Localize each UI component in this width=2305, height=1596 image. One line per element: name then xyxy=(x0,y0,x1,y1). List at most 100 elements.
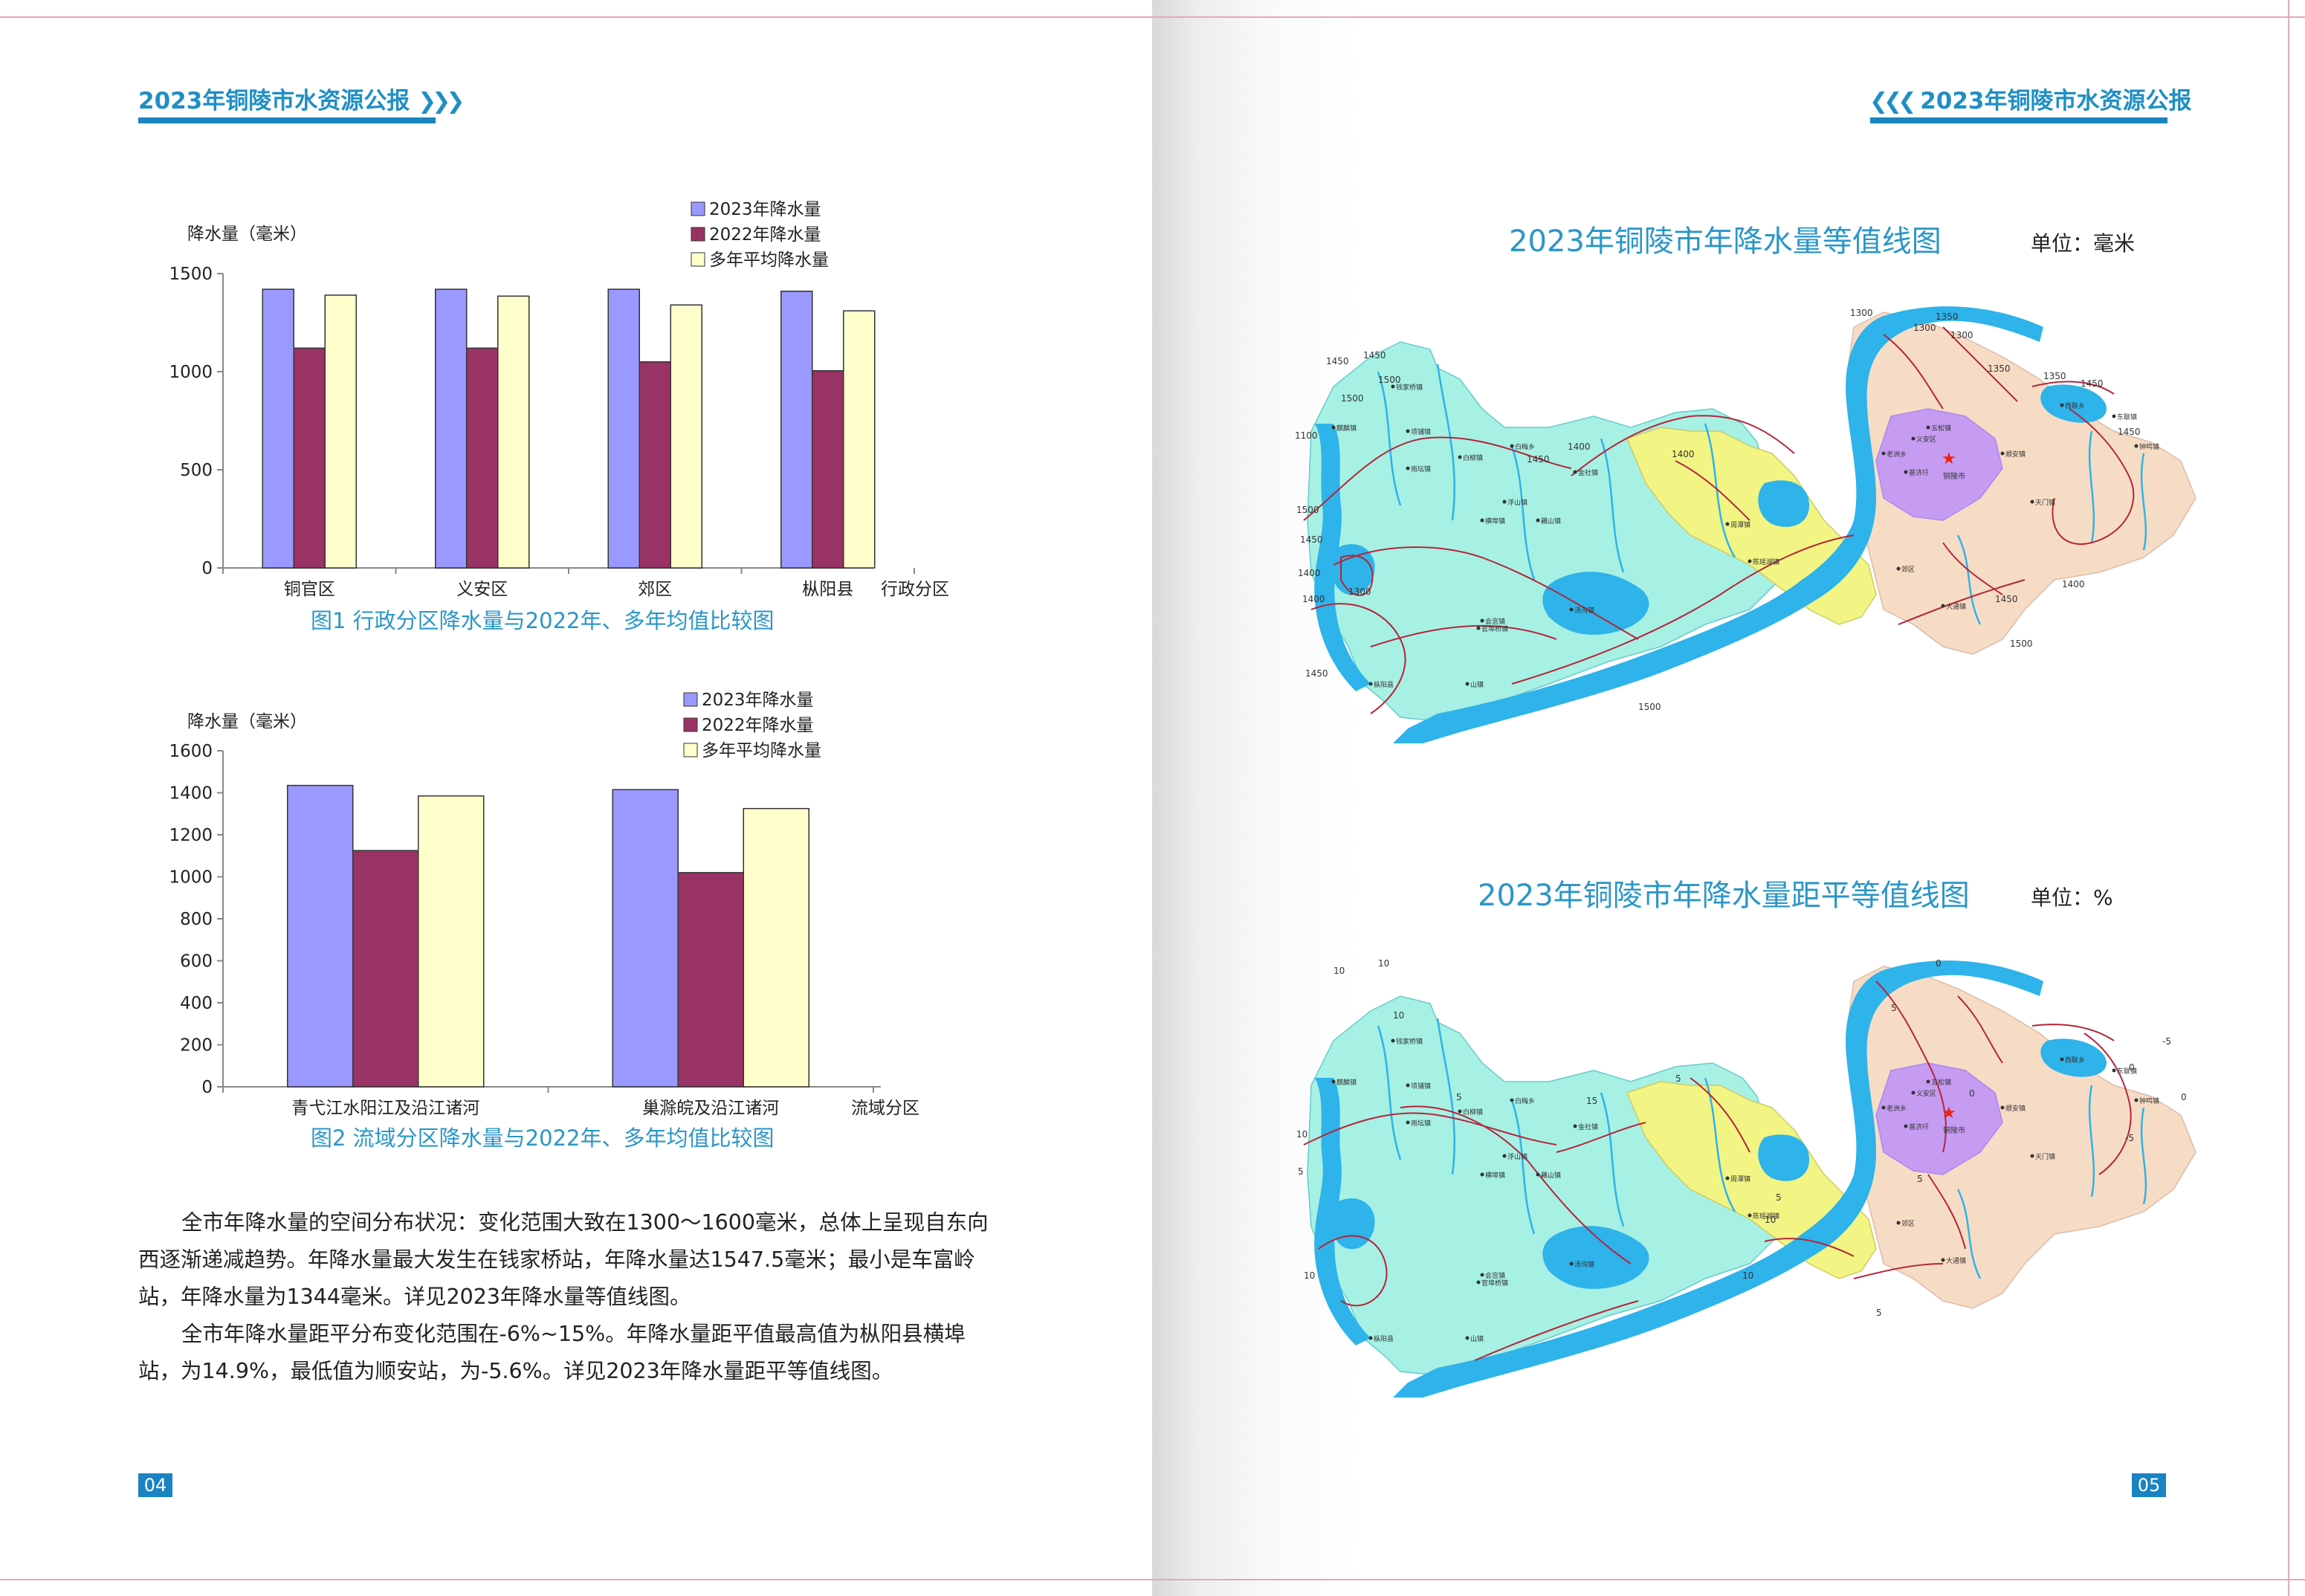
y-tick-label: 1000 xyxy=(169,363,213,382)
place-dot xyxy=(2030,1154,2034,1158)
place-dot xyxy=(2000,1105,2005,1110)
isoline xyxy=(1303,436,1572,521)
isoline-label: 10 xyxy=(1378,958,1389,969)
chart-admin-districts: 降水量（毫米） 0 500 1000 1500 铜官区 义安区 郊区 枞阳县 行政分区 2023年降… xyxy=(169,200,949,599)
bar xyxy=(287,784,354,1088)
place-label: 白梅乡 xyxy=(1515,1096,1535,1105)
place-dot xyxy=(1465,682,1470,686)
place-dot xyxy=(1536,518,1540,523)
place-dot xyxy=(1573,470,1577,474)
isoline-label: 5 xyxy=(1456,1092,1462,1102)
tributary xyxy=(2140,453,2147,551)
legend-swatch xyxy=(683,743,698,757)
tributary xyxy=(2140,1107,2147,1205)
map2-unit: 单位：% xyxy=(2031,885,2113,910)
place-dot xyxy=(1406,429,1410,433)
isoline-label: 1350 xyxy=(2043,371,2066,381)
page-top-border xyxy=(0,16,1152,18)
x-tick-label: 枞阳县 xyxy=(802,580,853,599)
place-dot xyxy=(1941,1258,1945,1262)
para-2-line-2: 站，为14.9%，最低值为顺安站，为-5.6%。详见2023年降水量距平等值线图… xyxy=(138,1359,893,1383)
place-label: 浮山镇 xyxy=(1507,498,1527,507)
y-tick-label: 0 xyxy=(201,559,213,578)
isoline xyxy=(2031,381,2115,395)
place-dot xyxy=(1573,1124,1577,1128)
page-right-border xyxy=(2288,0,2289,1596)
x-tick-label: 巢滁皖及沿江诸河 xyxy=(642,1099,779,1118)
isoline xyxy=(2031,1024,2115,1041)
tributary xyxy=(1377,1025,1402,1160)
lake xyxy=(2040,1038,2107,1077)
place-label: 普济圩 xyxy=(1909,468,1929,477)
place-label: 麒麟镇 xyxy=(1336,424,1357,433)
legend-label: 多年平均降水量 xyxy=(702,741,821,760)
isoline xyxy=(1942,542,2003,595)
isoline-label: 10 xyxy=(1333,966,1345,976)
place-dot xyxy=(1476,1280,1481,1285)
place-dot xyxy=(1391,384,1395,389)
place-dot xyxy=(1476,626,1481,630)
place-label: 汤沟镇 xyxy=(1574,606,1594,615)
map1-unit: 单位：毫米 xyxy=(2031,231,2136,256)
place-label: 天门镇 xyxy=(2035,498,2055,507)
legend-swatch xyxy=(691,252,705,267)
isoline-label: 1450 xyxy=(2118,427,2141,437)
place-dot xyxy=(2134,444,2138,448)
legend-swatch xyxy=(683,692,698,707)
page-top-border xyxy=(1152,16,2305,18)
legend-label: 多年平均降水量 xyxy=(709,251,829,270)
place-dot xyxy=(1458,1109,1462,1114)
isoline-label: 10 xyxy=(1742,1270,1753,1281)
place-dot xyxy=(1725,1176,1730,1180)
isoline-label: 1500 xyxy=(1378,375,1401,385)
y-tick-label: 500 xyxy=(180,461,213,480)
isoline-label: 0 xyxy=(1936,958,1942,969)
isoline xyxy=(1340,555,1374,596)
place-label: 汤沟镇 xyxy=(1574,1260,1594,1269)
isoline-label: 1300 xyxy=(1913,323,1936,333)
isoline-label: 1500 xyxy=(1638,702,1661,712)
place-dot xyxy=(1480,1172,1484,1177)
isoline-label: 1450 xyxy=(1527,454,1550,465)
tributary xyxy=(1377,371,1402,506)
place-label: 会宫镇 xyxy=(1485,617,1505,626)
header-title: 2023年铜陵市水资源公报 xyxy=(138,88,410,114)
place-dot xyxy=(1904,470,1908,474)
y-tick-label: 1400 xyxy=(169,784,213,804)
place-label: 铜陵市 xyxy=(1943,1125,1965,1135)
tributary xyxy=(1436,1018,1455,1175)
page-number-right: 05 xyxy=(2132,1473,2166,1497)
lake xyxy=(1542,572,1649,635)
x-tick-label: 郊区 xyxy=(638,580,672,599)
place-label: 郊区 xyxy=(1901,1219,1915,1228)
isoline xyxy=(1875,980,1947,1153)
map1-title: 2023年铜陵市年降水量等值线图 xyxy=(1509,224,1942,259)
legend-swatch xyxy=(683,717,698,732)
tributary xyxy=(2088,430,2095,543)
y-tick-label: 400 xyxy=(180,994,213,1013)
isoline-label: 1450 xyxy=(1995,594,2018,604)
isoline xyxy=(1474,1300,1639,1361)
isoline-label: 5 xyxy=(1675,1073,1681,1084)
legend-swatch xyxy=(691,201,705,216)
isoline-label: 1450 xyxy=(1300,534,1323,545)
place-label: 白柳镇 xyxy=(1463,1108,1483,1117)
place-label: 官埠桥镇 xyxy=(1481,1279,1508,1288)
place-dot xyxy=(2030,500,2034,504)
page-right: ❮❮❮ 2023年铜陵市水资源公报 2023年铜陵市年降水量等值线图 单位：毫米… xyxy=(1152,0,2305,1596)
place-label: 钱家桥镇 xyxy=(1396,383,1423,392)
place-label: 五松镇 xyxy=(1931,1078,1951,1087)
isoline-label: 1500 xyxy=(1341,393,1364,404)
isoline-label: 1450 xyxy=(1363,350,1386,361)
page-left: 2023年铜陵市水资源公报 ❯❯❯ 降水量（毫米） 0 500 1000 1500 铜官区… xyxy=(0,0,1152,1596)
place-dot xyxy=(1368,682,1373,686)
isoline xyxy=(1310,603,1406,714)
west-river xyxy=(1314,1078,1371,1345)
isoline xyxy=(1927,1174,1966,1250)
isoline xyxy=(1853,1263,1944,1279)
isoline xyxy=(1675,460,1750,521)
bar xyxy=(466,347,499,569)
place-dot xyxy=(2060,403,2064,407)
isoline-label: 1400 xyxy=(2062,579,2085,589)
place-dot xyxy=(1406,466,1410,471)
